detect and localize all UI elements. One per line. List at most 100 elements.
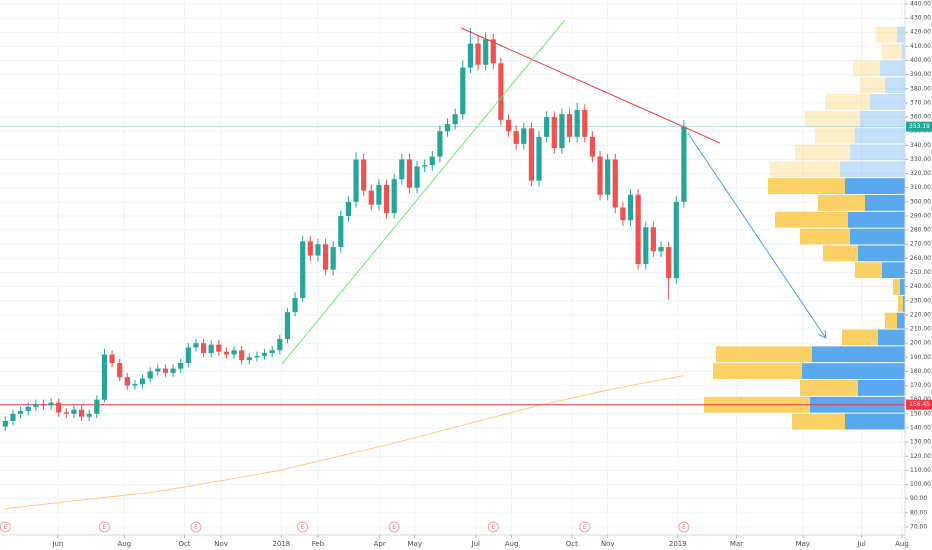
candle-body	[376, 184, 382, 205]
candle-body	[467, 43, 474, 68]
profile-sell	[792, 413, 845, 430]
y-tick-label: 70.00	[910, 523, 927, 530]
y-tick-label: 390.00	[910, 71, 931, 78]
y-tick-label: 160.00	[910, 396, 931, 403]
candle-body	[63, 412, 69, 414]
y-tick-label: 300.00	[910, 198, 931, 205]
candle-body	[109, 354, 115, 363]
candle-body	[673, 201, 679, 279]
price-axis	[905, 0, 932, 550]
candle-body	[223, 351, 230, 355]
x-tick-label: May	[796, 540, 810, 548]
candle-body	[513, 131, 519, 144]
trend-line	[281, 19, 566, 365]
candle-body	[475, 43, 481, 65]
y-tick-label: 430.00	[910, 15, 931, 22]
y-tick-label: 230.00	[910, 297, 931, 304]
profile-sell	[800, 228, 850, 245]
earnings-marker	[579, 521, 591, 533]
candle-body	[155, 368, 161, 372]
candle-body	[490, 39, 496, 64]
candle-body	[406, 159, 413, 188]
x-tick-label: 2019	[669, 540, 687, 548]
candle-body	[605, 159, 611, 195]
x-tick-label: Jul	[471, 540, 481, 548]
candle-body	[589, 136, 596, 157]
candle-body	[139, 378, 146, 385]
candle-body	[284, 312, 291, 339]
y-tick-label: 90.00	[910, 495, 927, 502]
candle-body	[300, 241, 306, 298]
y-tick-label: 440.00	[910, 0, 931, 7]
y-tick-label: 170.00	[910, 382, 931, 389]
profile-buy	[848, 211, 905, 228]
y-tick-label: 210.00	[910, 326, 931, 333]
candle-body	[437, 131, 443, 157]
candle-body	[551, 117, 557, 149]
candle-body	[162, 368, 169, 373]
profile-sell	[825, 94, 870, 110]
profile-sell	[876, 26, 897, 43]
y-tick-label: 270.00	[910, 241, 931, 248]
x-tick-label: Feb	[312, 540, 325, 548]
candle-body	[399, 159, 405, 180]
y-tick-label: 420.00	[910, 29, 931, 36]
candle-body	[246, 357, 252, 361]
candle-body	[383, 184, 390, 214]
profile-buy	[858, 380, 905, 396]
candle-body	[498, 63, 504, 120]
x-tick-label: Aug	[895, 540, 909, 548]
moving-average	[5, 375, 684, 510]
profile-sell	[800, 380, 858, 396]
profile-sell	[842, 329, 878, 346]
candle-body	[277, 338, 283, 351]
y-tick-label: 400.00	[910, 57, 931, 64]
candle-body	[566, 114, 573, 137]
profile-buy	[897, 26, 905, 43]
y-tick-label: 320.00	[910, 170, 931, 177]
profile-sell	[795, 144, 850, 161]
y-tick-label: 220.00	[910, 311, 931, 318]
y-tick-label: 340.00	[910, 142, 931, 149]
profile-buy	[885, 77, 905, 94]
profile-buy	[855, 127, 905, 144]
x-tick-label: 2018	[272, 540, 290, 548]
y-tick-label: 80.00	[910, 509, 927, 516]
y-tick-label: 260.00	[910, 255, 931, 262]
candle-body	[338, 215, 344, 248]
candle-body	[345, 201, 352, 216]
profile-sell	[716, 346, 812, 363]
candle-body	[86, 413, 92, 417]
y-tick-label: 180.00	[910, 368, 931, 375]
candle-body	[307, 241, 313, 256]
y-tick-label: 380.00	[910, 85, 931, 92]
candle-body	[444, 124, 451, 132]
earnings-marker	[0, 521, 11, 533]
candle-body	[391, 179, 397, 214]
x-tick-label: Mar	[730, 540, 743, 548]
candle-body	[429, 156, 435, 166]
y-tick-label: 150.00	[910, 410, 931, 417]
y-tick-label: 100.00	[910, 481, 931, 488]
price-label-box	[906, 399, 932, 410]
candle-body	[650, 227, 656, 252]
profile-buy	[902, 43, 905, 60]
y-tick-label: 190.00	[910, 354, 931, 361]
earnings-marker	[297, 521, 309, 533]
profile-sell	[770, 161, 840, 178]
candle-body	[239, 350, 245, 361]
x-tick-label: Aug	[505, 540, 519, 548]
candle-body	[208, 344, 214, 354]
candle-body	[101, 354, 108, 400]
candle-body	[193, 343, 199, 348]
profile-sell	[775, 211, 848, 228]
time-axis	[0, 535, 905, 550]
earnings-label: E	[301, 524, 305, 531]
profile-sell	[853, 60, 880, 77]
profile-sell	[898, 295, 903, 312]
candle-body	[452, 114, 458, 125]
candle-body	[216, 344, 222, 352]
candle-body	[292, 297, 298, 313]
earnings-marker	[487, 521, 499, 533]
